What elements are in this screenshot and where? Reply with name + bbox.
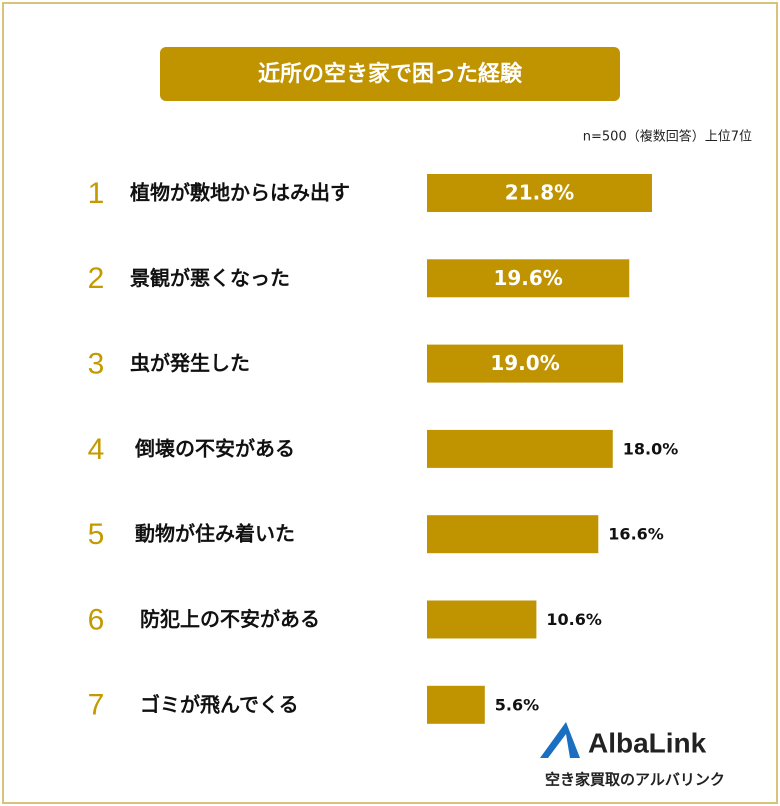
category-label: 動物が住み着いた	[135, 522, 295, 546]
logo: AlbaLink 空き家買取のアルバリンク	[540, 722, 725, 789]
bar	[427, 600, 537, 639]
bar	[427, 685, 485, 724]
category-label: 防犯上の不安がある	[140, 607, 320, 631]
rank: 7	[88, 689, 105, 722]
category-label: 景観が悪くなった	[130, 266, 290, 290]
rank: 6	[88, 603, 105, 636]
category-label: 植物が敷地からはみ出す	[130, 181, 350, 205]
value-label: 21.8%	[505, 181, 574, 205]
rank: 4	[88, 433, 105, 466]
bar	[427, 259, 630, 298]
rank: 5	[88, 518, 105, 551]
category-label: 倒壊の不安がある	[134, 436, 295, 460]
bar	[427, 174, 652, 212]
category-label: ゴミが飛んでくる	[140, 692, 299, 716]
bar	[427, 515, 599, 554]
chart-title: 近所の空き家で困った経験	[258, 61, 523, 87]
bar	[427, 344, 624, 383]
logo-icon-accent	[548, 734, 570, 758]
value-label: 19.6%	[493, 266, 562, 290]
rank: 3	[88, 348, 105, 381]
logo-name: AlbaLink	[588, 727, 707, 758]
logo-icon	[540, 722, 580, 758]
bar	[427, 429, 613, 468]
value-label: 16.6%	[608, 525, 664, 544]
value-label: 18.0%	[623, 439, 679, 458]
rank: 1	[88, 177, 105, 210]
title-box	[160, 47, 620, 101]
category-label: 虫が発生した	[130, 351, 250, 375]
logo-tagline: 空き家買取のアルバリンク	[545, 771, 725, 789]
note: n=500（複数回答）上位7位	[583, 129, 752, 145]
value-label: 5.6%	[495, 695, 539, 714]
value-label: 19.0%	[490, 351, 559, 375]
value-label: 10.6%	[546, 610, 602, 629]
rank: 2	[88, 262, 105, 295]
